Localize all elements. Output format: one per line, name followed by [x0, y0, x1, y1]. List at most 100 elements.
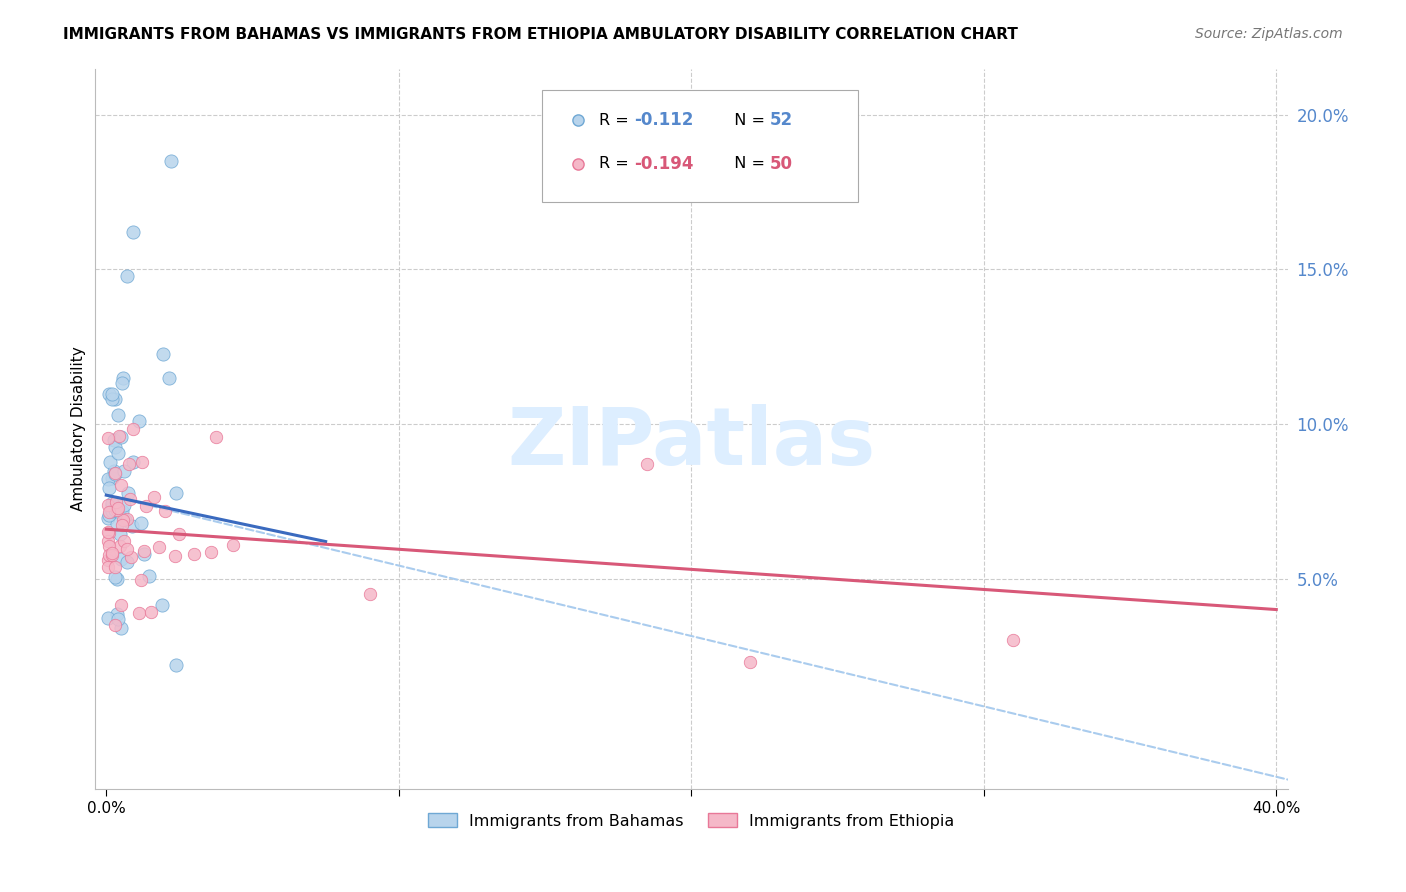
Point — [110, 526, 132, 541]
Point — [97, 431, 120, 445]
Point — [104, 467, 127, 482]
Point — [110, 621, 132, 635]
Point — [132, 543, 155, 558]
Point — [129, 573, 152, 587]
Point — [738, 655, 761, 669]
Point — [111, 512, 134, 526]
Point — [105, 572, 128, 586]
Point — [97, 498, 120, 512]
Point — [98, 539, 121, 553]
Point — [183, 547, 205, 561]
Point — [97, 472, 120, 486]
Point — [97, 533, 120, 548]
Text: ZIPatlas: ZIPatlas — [508, 404, 876, 482]
Point — [98, 482, 121, 496]
Point — [128, 606, 150, 620]
Point — [221, 538, 243, 552]
Point — [204, 430, 226, 444]
Point — [111, 518, 134, 533]
Point — [107, 607, 129, 621]
Point — [110, 552, 132, 566]
Point — [107, 500, 129, 515]
Point — [104, 392, 127, 407]
Point — [111, 371, 134, 385]
Point — [97, 560, 120, 574]
Point — [101, 392, 124, 406]
Point — [101, 471, 124, 485]
Point — [98, 548, 121, 562]
Point — [105, 503, 128, 517]
Point — [107, 429, 129, 443]
Point — [138, 568, 160, 582]
Point — [110, 477, 132, 491]
Point — [103, 433, 125, 447]
Point — [98, 387, 121, 401]
Point — [167, 527, 190, 541]
Point — [117, 512, 139, 526]
Point — [104, 570, 127, 584]
Point — [141, 605, 163, 619]
Point — [143, 491, 166, 505]
Point — [101, 499, 124, 513]
Point — [152, 347, 174, 361]
Point — [97, 525, 120, 540]
Point — [105, 495, 128, 509]
Point — [131, 455, 153, 469]
Point — [101, 549, 124, 563]
Point — [114, 513, 136, 527]
Point — [134, 548, 156, 562]
Point — [111, 504, 134, 518]
Point — [104, 618, 127, 632]
Point — [112, 498, 135, 512]
Point — [118, 457, 141, 471]
Point — [110, 598, 132, 612]
Point — [165, 485, 187, 500]
Point — [200, 545, 222, 559]
Legend: Immigrants from Bahamas, Immigrants from Ethiopia: Immigrants from Bahamas, Immigrants from… — [422, 806, 962, 835]
Point — [163, 549, 186, 564]
Point — [115, 555, 138, 569]
Point — [97, 553, 120, 567]
Text: -0.112: -0.112 — [634, 112, 693, 129]
Text: Source: ZipAtlas.com: Source: ZipAtlas.com — [1195, 27, 1343, 41]
Point — [105, 516, 128, 531]
Point — [107, 408, 129, 422]
Point — [166, 658, 188, 673]
Point — [121, 226, 143, 240]
Point — [120, 550, 142, 565]
Point — [101, 387, 124, 401]
Point — [153, 504, 176, 518]
Point — [104, 440, 127, 454]
Point — [104, 503, 127, 517]
Point — [100, 496, 122, 510]
Point — [97, 526, 120, 541]
Point — [111, 376, 134, 390]
Point — [115, 542, 138, 557]
Point — [98, 505, 121, 519]
Text: 50: 50 — [770, 154, 793, 173]
Point — [128, 414, 150, 428]
Point — [152, 598, 174, 612]
Text: N =: N = — [724, 113, 769, 128]
Point — [157, 371, 180, 385]
Point — [148, 540, 170, 554]
Point — [112, 464, 135, 478]
Point — [107, 611, 129, 625]
Text: R =: R = — [599, 113, 634, 128]
Point — [98, 455, 121, 469]
Point — [107, 446, 129, 460]
Text: 52: 52 — [770, 112, 793, 129]
Point — [121, 422, 143, 436]
Point — [118, 492, 141, 507]
Point — [115, 268, 138, 283]
FancyBboxPatch shape — [543, 90, 858, 202]
Text: R =: R = — [599, 156, 634, 171]
Point — [101, 504, 124, 518]
Text: IMMIGRANTS FROM BAHAMAS VS IMMIGRANTS FROM ETHIOPIA AMBULATORY DISABILITY CORREL: IMMIGRANTS FROM BAHAMAS VS IMMIGRANTS FR… — [63, 27, 1018, 42]
Point — [97, 611, 120, 625]
Point — [129, 516, 152, 530]
Point — [159, 154, 181, 169]
Y-axis label: Ambulatory Disability: Ambulatory Disability — [72, 346, 86, 511]
Text: -0.194: -0.194 — [634, 154, 693, 173]
Point — [636, 457, 658, 471]
